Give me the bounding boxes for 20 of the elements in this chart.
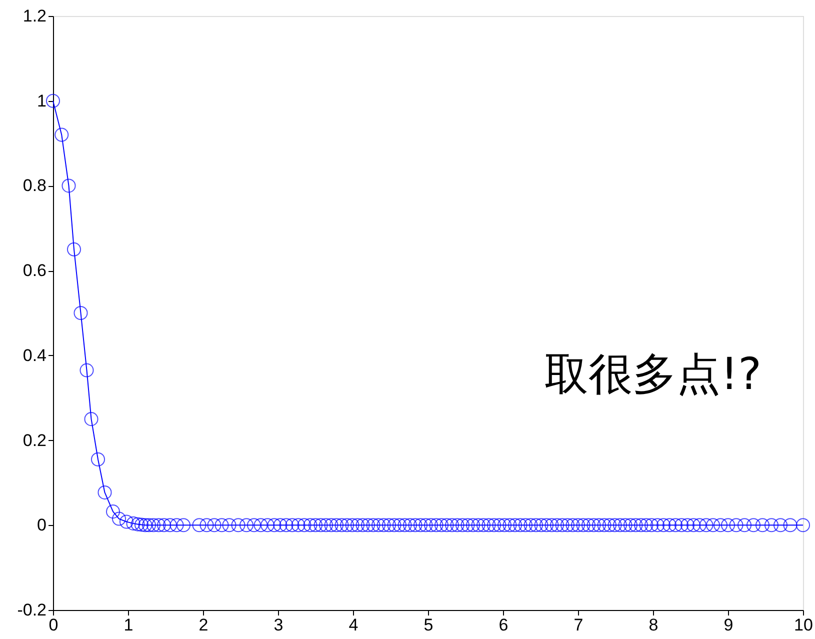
- x-tick-label: 4: [348, 616, 358, 634]
- y-tick-label: 0.6: [22, 261, 46, 280]
- x-tick-label: 10: [794, 616, 813, 634]
- y-tick-label: -0.2: [17, 600, 46, 620]
- x-tick-label: 5: [424, 616, 434, 634]
- x-tick-label: 6: [498, 616, 508, 634]
- y-tick-label: 0.2: [22, 430, 46, 450]
- y-tick-label: 0.4: [22, 346, 46, 365]
- x-tick-label: 8: [648, 616, 658, 634]
- y-tick-label: 1.2: [22, 6, 46, 26]
- x-tick-label: 2: [198, 616, 208, 634]
- x-tick-label: 0: [48, 616, 58, 634]
- x-tick-label: 3: [274, 616, 284, 634]
- x-tick-label: 9: [724, 616, 734, 634]
- x-tick-label: 1: [124, 616, 134, 634]
- y-tick-label: 0: [37, 516, 46, 535]
- x-tick-label: 7: [574, 616, 584, 634]
- y-tick-label: 1: [37, 91, 46, 110]
- annotation: 取很多点!?: [544, 349, 762, 400]
- y-tick-label: 0.8: [22, 176, 46, 196]
